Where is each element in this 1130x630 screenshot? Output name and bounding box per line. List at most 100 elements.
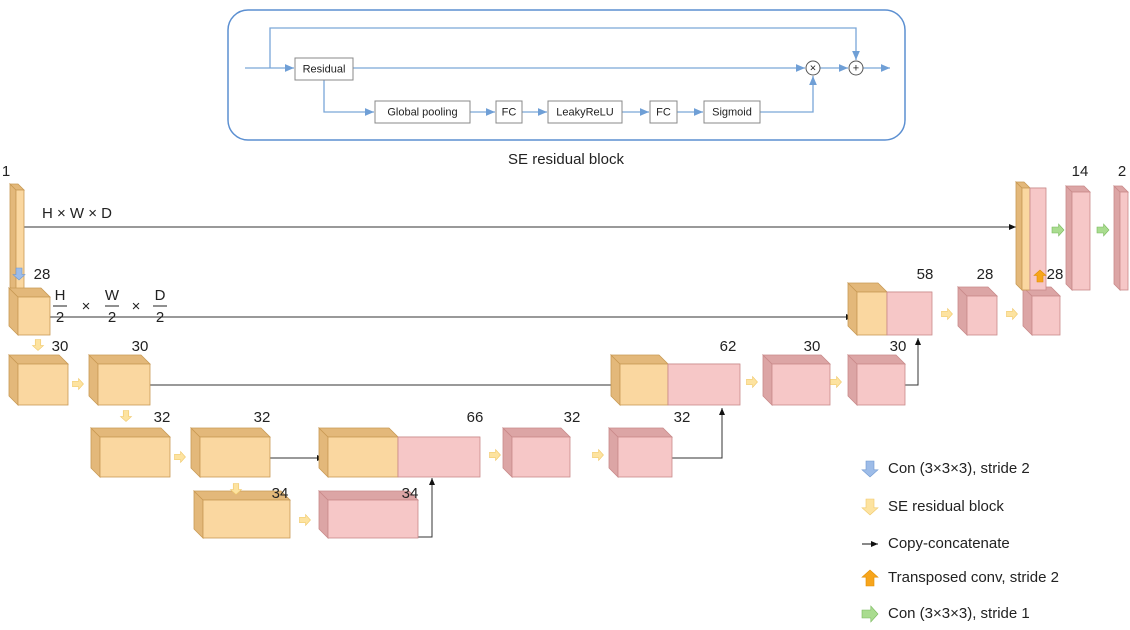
se-node-box [495,100,523,124]
block-front [1021,187,1031,291]
block-front [511,436,571,478]
channel-label: 14 [1072,163,1089,180]
channel-label: 34 [272,485,289,502]
block-arrow [1096,223,1110,237]
block-front [886,291,933,336]
channel-label: 28 [977,266,994,283]
block-arrow [861,460,879,478]
channel-label: 58 [917,266,934,283]
block-top [190,427,271,438]
legend-label: Transposed conv, stride 2 [888,569,1059,586]
block-arrow [31,339,45,351]
block-arrow [489,448,501,462]
channel-label: 32 [674,409,691,426]
legend-label: Con (3×3×3), stride 1 [888,605,1030,622]
block-front [1029,187,1047,291]
block-front [667,363,741,406]
block-front [966,295,998,336]
se-node-label: LeakyReLU [556,106,614,118]
block-front [397,436,481,478]
block-front [199,436,271,478]
block-arrow [941,307,953,321]
block-arrow [1051,223,1065,237]
se-op-label: + [853,62,859,74]
block-arrow [229,483,243,495]
block-top [502,427,571,438]
channel-label: 28 [34,266,51,283]
block-arrow [830,375,842,389]
block-arrow [119,410,133,422]
block-front [327,436,399,478]
channel-label: 1 [2,163,10,180]
legend-label: SE residual block [888,498,1004,515]
block-arrow [746,375,758,389]
legend-label: Con (3×3×3), stride 2 [888,460,1030,477]
legend-label: Copy-concatenate [888,535,1010,552]
block-front [99,436,171,478]
channel-label: 30 [132,338,149,355]
block-front [856,291,888,336]
block-front [1119,191,1129,291]
se-node-box [703,100,761,124]
block-front [17,363,69,406]
block-front [327,499,419,539]
block-arrow [1006,307,1018,321]
dim-den: 2 [56,309,64,326]
se-node-label: FC [656,106,671,118]
dim-label: H × W × D [42,205,112,222]
block-top [610,354,669,365]
block-arrow [1033,269,1047,283]
se-node-label: FC [502,106,517,118]
se-panel [227,9,906,141]
block-arrow [861,498,879,516]
se-lines [245,27,890,116]
block-top [8,354,69,365]
block-arrow [174,450,186,464]
se-node-box [374,100,471,124]
block-front [17,296,51,336]
se-caption: SE residual block [508,151,624,168]
dim-times: × [132,298,141,315]
dim-num: D [155,287,166,304]
channel-label: 30 [52,338,69,355]
block-top [847,354,906,365]
channel-label: 62 [720,338,737,355]
block-front [1071,191,1091,291]
block-arrow [12,267,26,281]
channel-label: 30 [804,338,821,355]
connection [418,478,435,538]
block-arrow [861,605,879,623]
channel-label: 34 [402,485,419,502]
block-side [1015,181,1023,291]
block-arrow [72,377,84,391]
block-front [202,499,291,539]
se-node-box [649,100,678,124]
connection [905,338,921,386]
se-op [848,60,864,76]
block-front [1031,295,1061,336]
se-node-label: Sigmoid [712,106,752,118]
dim-den: 2 [156,309,164,326]
se-op [805,60,821,76]
block-front [97,363,151,406]
block-front [619,363,669,406]
se-node-box [294,57,354,81]
connection [672,408,725,459]
se-node-label: Residual [303,63,346,75]
channel-label: 32 [564,409,581,426]
channel-label: 2 [1118,163,1126,180]
block-front [856,363,906,406]
block-arrow [592,448,604,462]
dim-num: W [105,287,120,304]
block-side [1065,185,1073,291]
channel-label: 30 [890,338,907,355]
dim-times: × [82,298,91,315]
channel-label: 32 [154,409,171,426]
block-top [608,427,673,438]
block-top [318,427,399,438]
dim-den: 2 [108,309,116,326]
se-node-box [547,100,623,124]
block-arrow [861,569,879,587]
block-side [1113,185,1121,291]
